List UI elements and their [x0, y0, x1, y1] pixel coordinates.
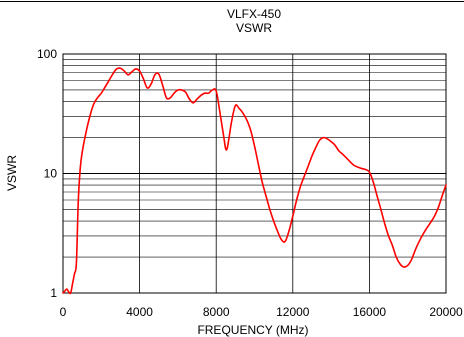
x-tick-labels: 0 4000 8000 12000 16000 20000	[60, 305, 463, 319]
y-axis-label: VSWR	[5, 155, 19, 191]
y-tick-labels: 1 10 100	[37, 47, 57, 300]
x-tick-label: 16000	[353, 305, 387, 319]
y-tick-label: 1	[50, 286, 57, 300]
series-group	[62, 67, 447, 295]
x-tick-label: 4000	[126, 305, 153, 319]
x-axis-label: FREQUENCY (MHz)	[197, 323, 308, 337]
x-tick-label: 8000	[203, 305, 230, 319]
y-tick-label: 100	[37, 47, 57, 61]
x-tick-label: 20000	[429, 305, 463, 319]
y-tick-label: 10	[44, 167, 58, 181]
minor-grid-lines	[63, 59, 446, 258]
plot-area-border	[62, 53, 447, 294]
vswr-series-line	[62, 67, 447, 295]
chart-title: VLFX-450	[227, 7, 281, 21]
x-tick-label: 12000	[276, 305, 310, 319]
chart-subtitle: VSWR	[236, 21, 272, 35]
x-tick-label: 0	[60, 305, 67, 319]
